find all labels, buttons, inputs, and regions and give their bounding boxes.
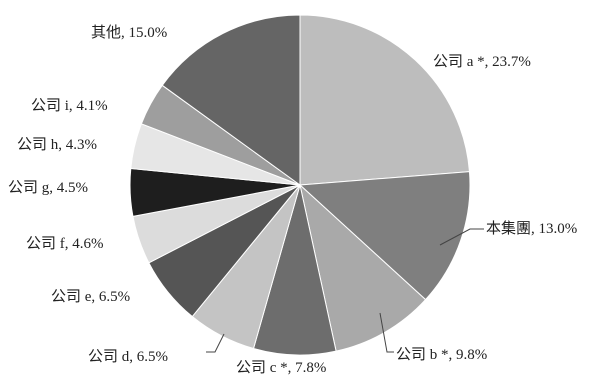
slice-label: 公司 a *, 23.7% — [433, 54, 531, 70]
leader-line — [439, 228, 484, 246]
slice-label: 公司 e, 6.5% — [51, 289, 130, 305]
slice-label: 本集團, 13.0% — [486, 220, 577, 237]
slice-label: 公司 h, 4.3% — [17, 137, 97, 153]
slice-label: 公司 d, 6.5% — [88, 349, 168, 365]
pie-slice — [299, 14, 471, 186]
pie-slice — [298, 171, 471, 301]
slice-labels: 公司 a *, 23.7% 本集團, 13.0% 公司 b *, 9.8% 公司 c … — [8, 24, 577, 376]
slice-label: 公司 g, 4.5% — [8, 180, 88, 196]
slice-label: 其他, 15.0% — [91, 24, 167, 41]
slice-label: 公司 b *, 9.8% — [396, 347, 487, 363]
pie-slices — [129, 14, 471, 356]
slice-label: 公司 f, 4.6% — [26, 236, 104, 252]
slice-label: 公司 i, 4.1% — [31, 98, 108, 114]
leader-lines — [206, 228, 484, 353]
slice-label: 公司 c *, 7.8% — [236, 360, 326, 376]
pie-slice — [161, 14, 301, 186]
leader-line — [379, 312, 394, 353]
leader-line — [206, 333, 225, 353]
pie-slice — [299, 183, 427, 352]
